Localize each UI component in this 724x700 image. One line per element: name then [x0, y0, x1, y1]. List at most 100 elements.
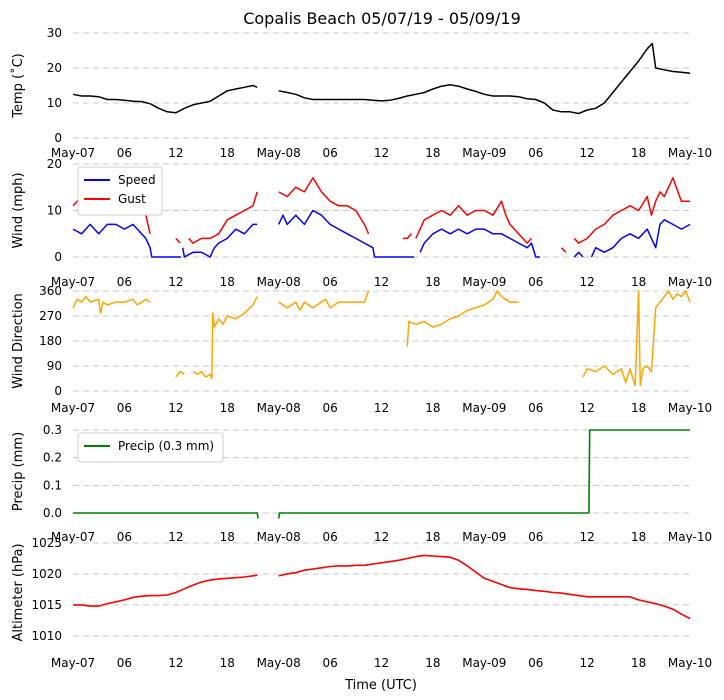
x-tick-label: 18 — [631, 530, 646, 544]
panel-wind: 0 10 20 Wind (mph) May-07 06 12 18 May-08 06 12 18 M… — [11, 157, 712, 289]
y-tick-label: 270 — [39, 309, 62, 323]
x-tick-label: May-10 — [668, 530, 712, 544]
x-tick-label: 06 — [528, 146, 543, 160]
y-tick-label: 90 — [47, 359, 62, 373]
legend: Precip (0.3 mm) — [77, 432, 224, 463]
x-tick-label: 18 — [631, 275, 646, 289]
x-tick-label: 12 — [374, 401, 389, 415]
y-tick-label: 0.3 — [43, 423, 62, 437]
x-tick-label: 06 — [322, 146, 337, 160]
x-tick-label: 12 — [168, 146, 183, 160]
y-tick-label: 20 — [47, 157, 62, 171]
y-tick-label: 0.2 — [43, 451, 62, 465]
x-axis-label: Time (UTC) — [344, 678, 417, 693]
x-tick-label: 18 — [220, 275, 235, 289]
x-tick-label: 06 — [117, 530, 132, 544]
x-tick-label: 18 — [425, 656, 440, 670]
y-tick-label: 1015 — [31, 598, 62, 612]
y-tick-label: 10 — [47, 204, 62, 218]
legend-label: Speed — [118, 173, 156, 187]
x-tick-label: May-08 — [257, 401, 301, 415]
x-tick-label: May-07 — [51, 146, 95, 160]
panel-precip: 0.0 0.1 0.2 0.3 Precip (mm) May-07 06 12 18 May-0… — [11, 423, 712, 544]
legend: Speed Gust — [77, 166, 163, 216]
x-tick-label: 06 — [528, 275, 543, 289]
x-tick-label: 06 — [117, 275, 132, 289]
x-tick-label: 12 — [580, 656, 595, 670]
x-tick-label: 18 — [425, 146, 440, 160]
y-tick-label: 0 — [54, 131, 62, 145]
y-axis-label: Temp (˚C) — [10, 53, 26, 119]
x-tick-label: May-09 — [462, 401, 506, 415]
x-tick-label: 12 — [168, 401, 183, 415]
y-tick-label: 0 — [54, 250, 62, 264]
y-axis-label: Wind (mph) — [11, 172, 26, 248]
x-tick-label: 18 — [425, 401, 440, 415]
x-tick-label: 12 — [168, 530, 183, 544]
legend-box — [77, 432, 224, 463]
x-tick-label: 06 — [322, 401, 337, 415]
y-tick-label: 20 — [47, 61, 62, 75]
x-tick-label: May-09 — [462, 275, 506, 289]
y-tick-label: 1025 — [31, 536, 62, 550]
x-tick-label: 12 — [580, 275, 595, 289]
x-tick-label: 18 — [425, 530, 440, 544]
x-tick-label: 18 — [425, 275, 440, 289]
series-line-direction — [72, 290, 691, 387]
x-tick-label: 18 — [220, 401, 235, 415]
x-tick-label: 06 — [322, 656, 337, 670]
y-tick-label: 0.0 — [43, 506, 62, 520]
y-tick-label: 30 — [47, 26, 62, 40]
x-tick-label: 06 — [528, 656, 543, 670]
x-tick-label: May-08 — [257, 275, 301, 289]
panel-dir: 0 90 180 270 360 Wind Direction May-07 06 12 18 Ma… — [11, 284, 712, 415]
y-tick-label: 180 — [39, 334, 62, 348]
x-tick-label: May-07 — [51, 401, 95, 415]
series-line-precip-0-3-mm- — [73, 429, 690, 519]
y-tick-label: 1020 — [31, 567, 62, 581]
x-tick-label: May-07 — [51, 656, 95, 670]
x-tick-label: May-09 — [462, 530, 506, 544]
legend-label: Precip (0.3 mm) — [118, 439, 214, 453]
panel-temp: 0 10 20 30 Temp (˚C) May-07 06 12 18 May-08 06 12 18… — [10, 26, 712, 160]
x-tick-label: 06 — [322, 530, 337, 544]
x-tick-label: 18 — [631, 146, 646, 160]
x-tick-label: 18 — [220, 656, 235, 670]
x-tick-label: 18 — [631, 656, 646, 670]
x-tick-label: 06 — [117, 401, 132, 415]
x-tick-label: 12 — [374, 146, 389, 160]
y-tick-label: 1010 — [31, 629, 62, 643]
x-tick-label: 12 — [168, 656, 183, 670]
y-axis-label: Precip (mm) — [11, 432, 26, 511]
x-tick-label: 12 — [580, 146, 595, 160]
x-tick-label: May-10 — [668, 275, 712, 289]
x-tick-label: 06 — [117, 656, 132, 670]
y-tick-label: 10 — [47, 96, 62, 110]
x-tick-label: May-09 — [462, 656, 506, 670]
legend-label: Gust — [118, 192, 146, 206]
x-tick-label: May-09 — [462, 146, 506, 160]
x-tick-label: 12 — [374, 656, 389, 670]
x-tick-label: May-08 — [257, 530, 301, 544]
x-tick-label: 18 — [220, 530, 235, 544]
x-tick-label: May-07 — [51, 530, 95, 544]
x-tick-label: 06 — [528, 401, 543, 415]
x-tick-label: 12 — [168, 275, 183, 289]
panel-alt: 1010 1015 1020 1025 Altimeter (hPa) May-07 06 1… — [11, 536, 712, 670]
x-tick-label: 06 — [322, 275, 337, 289]
x-tick-label: May-10 — [668, 401, 712, 415]
x-tick-label: 06 — [117, 146, 132, 160]
x-tick-label: 12 — [374, 275, 389, 289]
x-tick-label: May-07 — [51, 275, 95, 289]
series-line-temp — [72, 42, 691, 115]
x-tick-label: May-08 — [257, 146, 301, 160]
x-tick-label: 06 — [528, 530, 543, 544]
x-tick-label: 12 — [374, 530, 389, 544]
x-tick-label: May-10 — [668, 146, 712, 160]
x-tick-label: 12 — [580, 530, 595, 544]
series-line-speed — [72, 209, 691, 258]
x-tick-label: 12 — [580, 401, 595, 415]
x-tick-label: May-10 — [668, 656, 712, 670]
series-line-altimeter — [73, 554, 691, 620]
x-tick-label: 18 — [631, 401, 646, 415]
